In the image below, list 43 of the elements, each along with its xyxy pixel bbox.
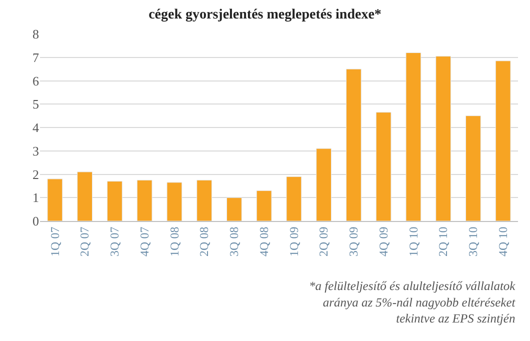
y-tick-label: 0 xyxy=(32,214,39,229)
bar xyxy=(406,52,422,221)
x-tick-label: 2Q 10 xyxy=(436,226,450,256)
y-tick-label: 5 xyxy=(32,96,39,112)
bar xyxy=(196,180,212,221)
x-tick-label: 1Q 07 xyxy=(48,226,62,256)
bar xyxy=(166,182,182,221)
bar xyxy=(436,56,452,221)
y-tick-label: 7 xyxy=(32,50,40,65)
bar xyxy=(465,116,481,221)
x-tick-label: 4Q 07 xyxy=(137,226,152,256)
bar xyxy=(495,60,511,221)
x-tick-label: 4Q 08 xyxy=(256,226,271,256)
y-tick-label: 4 xyxy=(32,120,40,136)
bar xyxy=(136,180,152,221)
x-tick-label: 4Q 10 xyxy=(496,226,510,256)
y-tick-label: 6 xyxy=(32,73,40,88)
x-tick-label: 3Q 07 xyxy=(108,226,122,256)
bar xyxy=(226,197,242,221)
x-tick-label: 3Q 09 xyxy=(346,226,361,256)
y-tick-label: 1 xyxy=(32,190,39,206)
x-tick-label: 2Q 09 xyxy=(316,226,331,256)
bar xyxy=(346,68,362,221)
y-tick-label: 2 xyxy=(32,166,39,182)
bar xyxy=(106,181,122,221)
bar xyxy=(77,172,93,221)
x-tick-label: 4Q 09 xyxy=(376,226,390,256)
x-tick-label: 3Q 08 xyxy=(227,226,242,256)
text: *a felülteljesítő és alulteljesítő vállalatok aránya az 5%-nál nagyobb eltéréseket tekintve az EPS szintjén xyxy=(309,279,516,326)
bar xyxy=(316,148,332,221)
x-tick-label: 2Q 08 xyxy=(197,226,212,256)
chart-title: cégek gyorsjelentés meglepetés indexe* xyxy=(148,7,382,22)
bar xyxy=(256,190,272,221)
x-tick-label: 1Q 08 xyxy=(167,226,182,256)
x-tick-label: 1Q 09 xyxy=(286,226,301,256)
y-tick-label: 8 xyxy=(32,26,39,42)
x-tick-label: 2Q 07 xyxy=(78,226,92,256)
x-tick-label: 3Q 10 xyxy=(466,226,480,256)
y-tick-label: 3 xyxy=(32,143,39,158)
bar xyxy=(286,176,302,221)
bar xyxy=(376,112,392,221)
x-tick-label: 1Q 10 xyxy=(406,226,420,256)
bar xyxy=(47,178,63,221)
